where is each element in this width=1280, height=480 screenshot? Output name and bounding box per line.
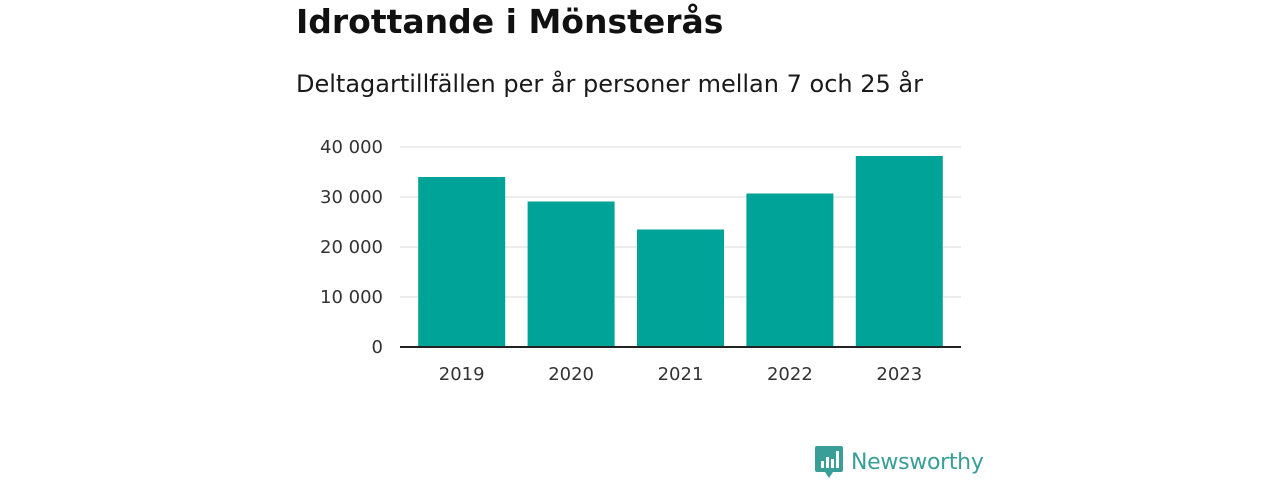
x-tick-labels: 2019 2020 2021 2022 2023 [439,364,922,385]
brand-logo: Newsworthy [815,446,984,478]
y-tick-label: 30 000 [320,187,383,208]
x-tick-label: 2019 [439,364,485,385]
x-tick-label: 2021 [658,364,704,385]
y-tick-label: 20 000 [320,237,383,258]
bar-2021 [637,229,724,347]
bar-2020 [527,201,615,347]
y-tick-label: 10 000 [320,287,383,308]
y-tick-label: 40 000 [320,137,383,158]
bar-2022 [746,193,834,347]
bar-2023 [855,156,943,347]
x-tick-label: 2022 [767,364,813,385]
chart-subtitle: Deltagartillfällen per år personer mella… [296,70,923,98]
newsworthy-logo-icon [815,446,843,478]
y-tick-label: 0 [372,337,383,358]
y-tick-labels: 0 10 000 20 000 30 000 40 000 [320,137,383,358]
bar-2019 [418,177,506,347]
chart-title: Idrottande i Mönsterås [296,2,724,41]
bars [418,156,943,347]
x-tick-label: 2020 [548,364,594,385]
brand-name: Newsworthy [851,449,984,475]
x-tick-label: 2023 [876,364,922,385]
